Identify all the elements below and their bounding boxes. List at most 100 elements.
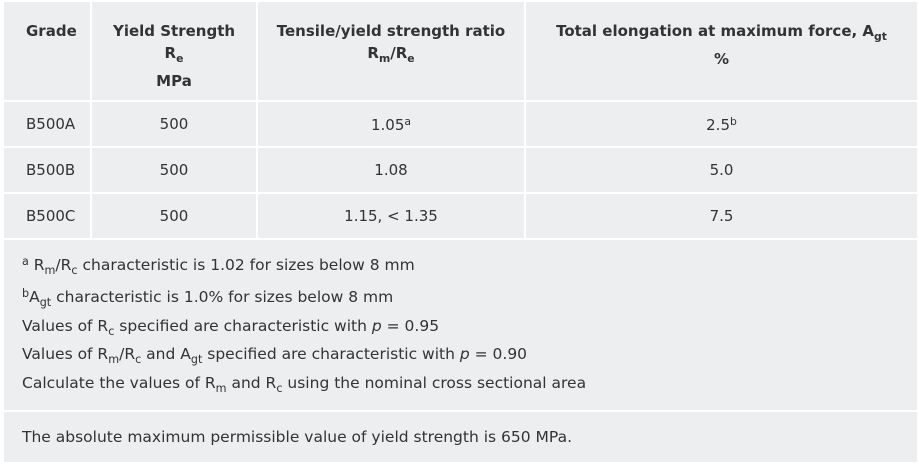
notes-cell: a Rm/Rc characteristic is 1.02 for sizes… <box>2 238 919 412</box>
text-run: /R <box>390 44 408 62</box>
data-cell: B500B <box>2 146 92 194</box>
text-run: gt <box>190 353 203 367</box>
text-run: A <box>29 288 40 307</box>
text-run: R <box>164 44 177 62</box>
text-run: = 0.90 <box>469 345 528 364</box>
text-run: p <box>459 345 470 364</box>
text-run: = 0.95 <box>381 316 440 335</box>
cell-line: 500 <box>92 115 256 133</box>
text-run: gt <box>874 29 887 43</box>
cell-line: Rm/Re <box>258 42 524 70</box>
cell-line: Grade <box>26 20 90 42</box>
data-cell: 1.15, < 1.35 <box>256 192 526 240</box>
text-run: and R <box>226 373 277 392</box>
cell-line: 1.15, < 1.35 <box>258 207 524 225</box>
text-run: c <box>276 381 283 395</box>
text-run: 5.0 <box>709 161 734 179</box>
cell-line: B500B <box>26 161 90 179</box>
cell-line: 1.08 <box>258 161 524 179</box>
data-cell: 5.0 <box>524 146 919 194</box>
text-run: Yield Strength <box>112 22 236 40</box>
cell-line: % <box>526 48 917 70</box>
text-run: c <box>135 353 142 367</box>
data-cell: 7.5 <box>524 192 919 240</box>
footer-row: The absolute maximum permissible value o… <box>2 409 919 464</box>
text-run: c <box>108 324 115 338</box>
cell-line: 7.5 <box>526 207 917 225</box>
data-row: B500A 500 1.05a 2.5b <box>2 100 919 148</box>
text-run: /R <box>119 345 136 364</box>
text-run: characteristic is 1.0% for sizes below 8… <box>51 288 394 307</box>
text-run: 1.08 <box>374 161 408 179</box>
data-cell: B500C <box>2 192 92 240</box>
text-run: Values of R <box>22 345 109 364</box>
cell-line: 1.05a <box>258 115 524 134</box>
cell-line: 500 <box>92 207 256 225</box>
text-run: gt <box>39 296 52 310</box>
cell-line: 2.5b <box>526 115 917 134</box>
text-run: B500C <box>26 207 76 225</box>
text-run: using the nominal cross sectional area <box>282 373 587 392</box>
cell-line: MPa <box>92 70 256 92</box>
text-run: 500 <box>159 207 189 225</box>
text-run: b <box>730 114 737 128</box>
text-run: 1.15, < 1.35 <box>344 207 438 225</box>
data-cell: 500 <box>90 100 258 148</box>
text-run: 2.5 <box>706 115 730 134</box>
text-run: Values of R <box>22 316 109 335</box>
text-run: m <box>215 381 227 395</box>
footer-cell: The absolute maximum permissible value o… <box>2 409 919 464</box>
text-run: 500 <box>159 161 189 179</box>
header-cell: Tensile/yield strength ratio Rm/Re <box>256 0 526 102</box>
text-run: R <box>28 256 45 275</box>
cell-line: Tensile/yield strength ratio <box>258 20 524 42</box>
text-run: specified are characteristic with <box>202 345 460 364</box>
text-run: 7.5 <box>709 207 734 225</box>
data-row: B500C 500 1.15, < 1.35 7.5 <box>2 192 919 240</box>
cell-line: Values of Rc specified are characteristi… <box>22 315 899 343</box>
cell-line: Calculate the values of Rm and Rc using … <box>22 372 899 400</box>
text-run: R <box>367 44 379 62</box>
text-run: a <box>22 255 29 268</box>
header-row: Grade Yield Strength Re MPa Tensile/yield st… <box>2 0 919 102</box>
text-run: Total elongation at maximum force, A <box>556 22 875 40</box>
text-run: m <box>44 263 56 277</box>
text-run: B500A <box>26 115 76 133</box>
text-run: % <box>713 49 730 68</box>
header-cell: Total elongation at maximum force, Agt% <box>524 0 919 102</box>
text-run: m <box>108 353 120 367</box>
text-run: e <box>407 51 415 65</box>
cell-line: a Rm/Rc characteristic is 1.02 for sizes… <box>22 250 899 282</box>
text-run: 500 <box>159 115 189 133</box>
header-cell: Grade <box>2 0 92 102</box>
cell-line: B500C <box>26 207 90 225</box>
cell-line: Total elongation at maximum force, Agt <box>526 20 917 48</box>
text-run: /R <box>55 256 72 275</box>
cell-line: Values of Rm/Rc and Agt specified are ch… <box>22 343 899 371</box>
cell-line: 5.0 <box>526 161 917 179</box>
data-cell: 500 <box>90 146 258 194</box>
data-cell: 500 <box>90 192 258 240</box>
text-run: b <box>22 287 30 301</box>
text-run: Grade <box>26 22 77 40</box>
data-cell: 1.08 <box>256 146 526 194</box>
text-run: 1.05 <box>370 115 405 134</box>
cell-line: bAgt characteristic is 1.0% for sizes be… <box>22 282 899 314</box>
notes-row: a Rm/Rc characteristic is 1.02 for sizes… <box>2 238 919 412</box>
text-run: e <box>176 51 184 65</box>
text-run: characteristic is 1.02 for sizes below 8… <box>77 256 415 275</box>
text-run: c <box>71 263 78 277</box>
text-run: B500B <box>26 161 76 179</box>
cell-line: Re <box>92 42 256 70</box>
text-run: Tensile/yield strength ratio <box>276 22 506 40</box>
text-run: a <box>404 114 412 128</box>
data-cell: 2.5b <box>524 100 919 148</box>
cell-line: B500A <box>26 115 90 133</box>
text-run: The absolute maximum permissible value o… <box>22 427 572 446</box>
data-cell: B500A <box>2 100 92 148</box>
text-run: Calculate the values of R <box>22 373 216 392</box>
text-run: MPa <box>156 71 192 90</box>
cell-line: 500 <box>92 161 256 179</box>
data-row: B500B 500 1.08 5.0 <box>2 146 919 194</box>
